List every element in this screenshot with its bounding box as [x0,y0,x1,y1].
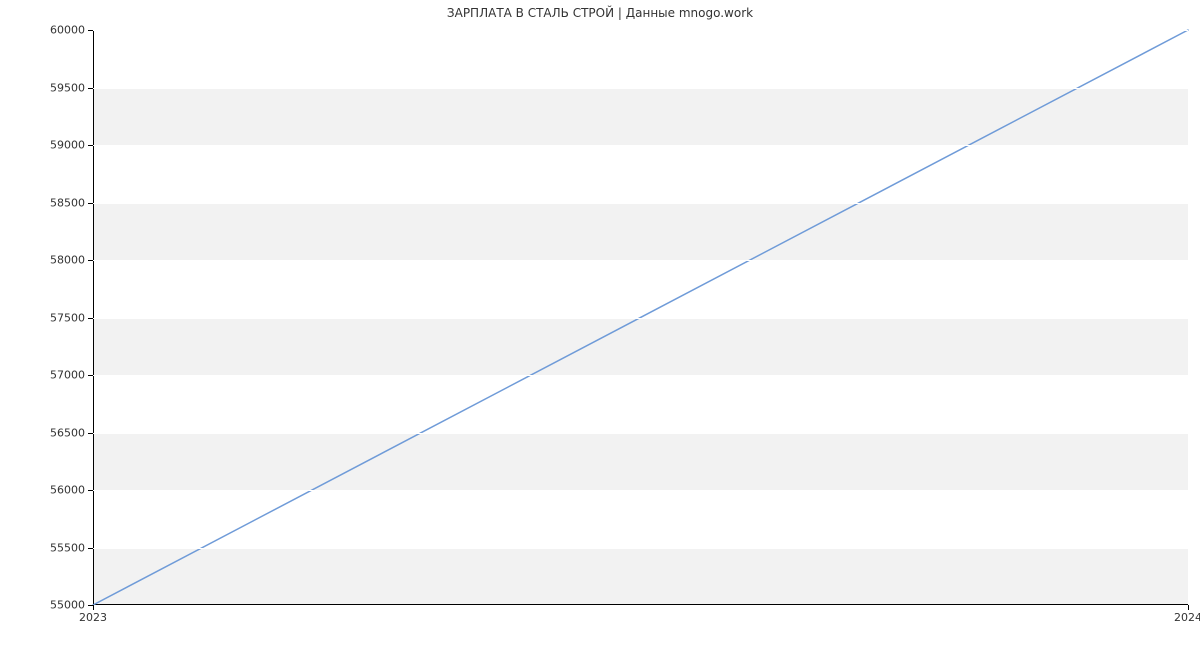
y-gridline [93,145,1188,146]
salary-line-chart: ЗАРПЛАТА В СТАЛЬ СТРОЙ | Данные mnogo.wo… [0,0,1200,650]
y-gridline [93,433,1188,434]
y-gridline [93,30,1188,31]
y-tick-label: 55500 [50,541,93,554]
y-tick-label: 60000 [50,24,93,37]
y-tick-label: 59000 [50,139,93,152]
y-gridline [93,548,1188,549]
y-tick-label: 58000 [50,254,93,267]
y-tick-label: 59500 [50,81,93,94]
chart-title: ЗАРПЛАТА В СТАЛЬ СТРОЙ | Данные mnogo.wo… [0,6,1200,20]
y-gridline [93,260,1188,261]
y-gridline [93,88,1188,89]
y-gridline [93,318,1188,319]
x-tick-label: 2024 [1174,605,1200,624]
y-tick-label: 57500 [50,311,93,324]
y-gridline [93,203,1188,204]
y-tick-label: 57000 [50,369,93,382]
y-gridline [93,375,1188,376]
plot-area: 5500055500560005650057000575005800058500… [93,30,1188,605]
y-tick-label: 58500 [50,196,93,209]
y-gridline [93,490,1188,491]
y-tick-label: 56500 [50,426,93,439]
x-tick-label: 2023 [79,605,107,624]
y-tick-label: 56000 [50,484,93,497]
